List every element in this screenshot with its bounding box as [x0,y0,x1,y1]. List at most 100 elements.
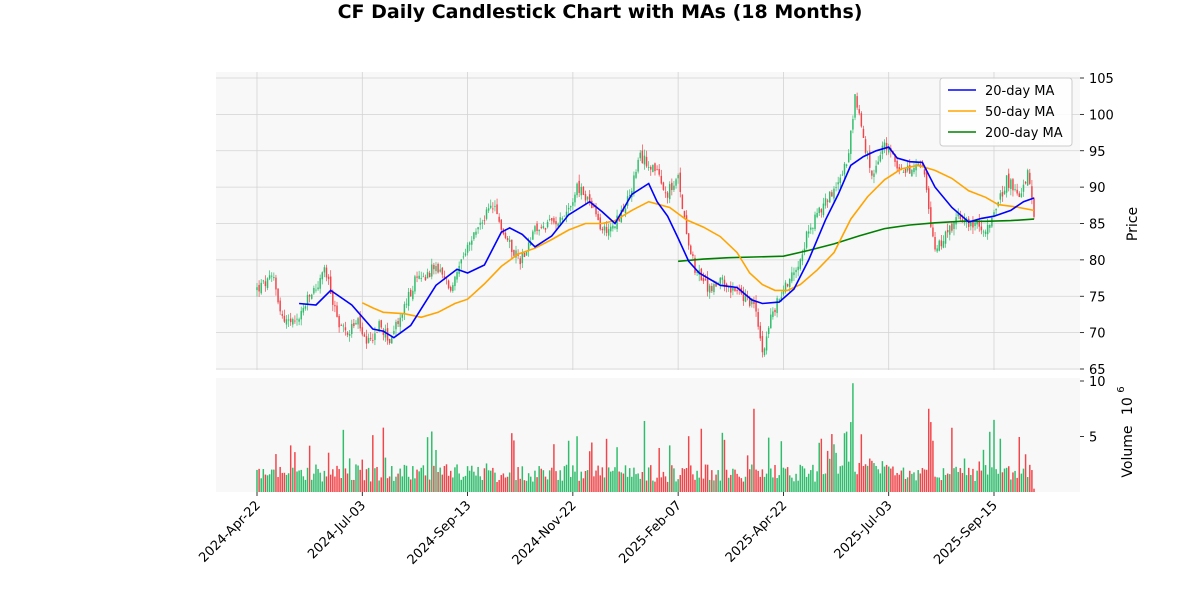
volume-bar [563,466,566,492]
volume-bar [900,470,903,492]
volume-bar [283,472,286,492]
candle [483,215,486,225]
candle [536,220,538,235]
candle [778,298,780,302]
candle [896,157,898,171]
volume-bar [489,470,492,492]
volume-bar [601,467,604,492]
candle [300,306,302,326]
candle [704,274,707,281]
volume-bar [527,473,530,492]
candle [595,202,597,217]
candle [637,157,639,174]
volume-bar [961,473,964,492]
volume-bar [829,458,831,492]
candle [323,264,326,278]
candle [388,338,391,345]
candle [365,329,368,349]
candle [687,233,690,250]
candle [829,191,831,203]
y-tick-label: 100 [1089,108,1114,123]
volume-bar [618,471,620,492]
candle [273,272,275,281]
volume-bar [332,469,334,492]
candle [338,314,340,333]
volume-bar [595,470,597,492]
volume-bar [517,467,519,492]
candle [791,266,793,284]
candle [416,271,418,283]
volume-bar [433,465,435,492]
volume-bar [500,475,502,492]
volume-bar [671,465,673,492]
volume-bar [426,437,429,492]
candle [1018,191,1021,198]
candle [721,274,724,286]
candle [511,239,513,259]
volume-bar [850,422,852,492]
candle [426,268,429,279]
volume-bar [810,470,812,492]
volume-bar [978,461,980,492]
volume-bar [797,480,799,492]
candle [567,203,570,215]
volume-bar [559,470,561,492]
candle [466,242,469,256]
volume-bar [452,477,454,492]
candle [348,329,351,342]
x-tick-label: 2024-Nov-22 [510,498,580,568]
candle [789,278,791,293]
volume-bar [1008,466,1010,492]
candle [654,162,656,176]
volume-bar [334,476,336,492]
candle [949,224,951,241]
candle [805,230,808,250]
volume-bar [702,478,705,492]
candle [763,347,766,357]
volume-bar [784,468,787,492]
candle [506,236,509,242]
volume-bar [715,474,717,492]
candle [978,214,980,232]
legend-label-200-day-ma: 200-day MA [985,126,1063,141]
volume-bar [306,467,309,492]
volume-bar [445,464,448,492]
volume-bar [892,466,894,492]
candle [810,223,812,234]
volume-bar [313,473,315,492]
candle [946,223,949,238]
volume-bar [759,476,762,492]
candle [570,205,572,211]
candle [283,309,286,324]
volume-bar [875,465,877,492]
candle [675,177,677,189]
volume-bar [631,476,633,492]
volume-bar [338,469,340,492]
candle [940,235,943,250]
volume-bar [584,471,587,492]
candle [706,271,709,297]
volume-bar [734,469,736,492]
candle [471,236,473,251]
volume-bar [833,444,835,492]
volume-bar [967,467,970,492]
volume-bar [909,470,911,492]
volume-bar [639,478,641,492]
volume-bar [357,465,359,492]
volume-bar [405,465,408,492]
candle [351,319,353,338]
volume-bar [561,480,564,492]
candle [481,219,484,230]
candle [807,224,810,238]
volume-bar [774,465,776,492]
candle [285,315,288,329]
candle [319,274,321,294]
candle [422,272,425,278]
volume-bar [391,466,393,492]
volume-bar [287,473,290,492]
volume-bar [681,468,684,492]
candle [757,308,759,330]
candle [932,223,934,238]
volume-bar [662,471,665,492]
volume-bar [757,470,759,492]
